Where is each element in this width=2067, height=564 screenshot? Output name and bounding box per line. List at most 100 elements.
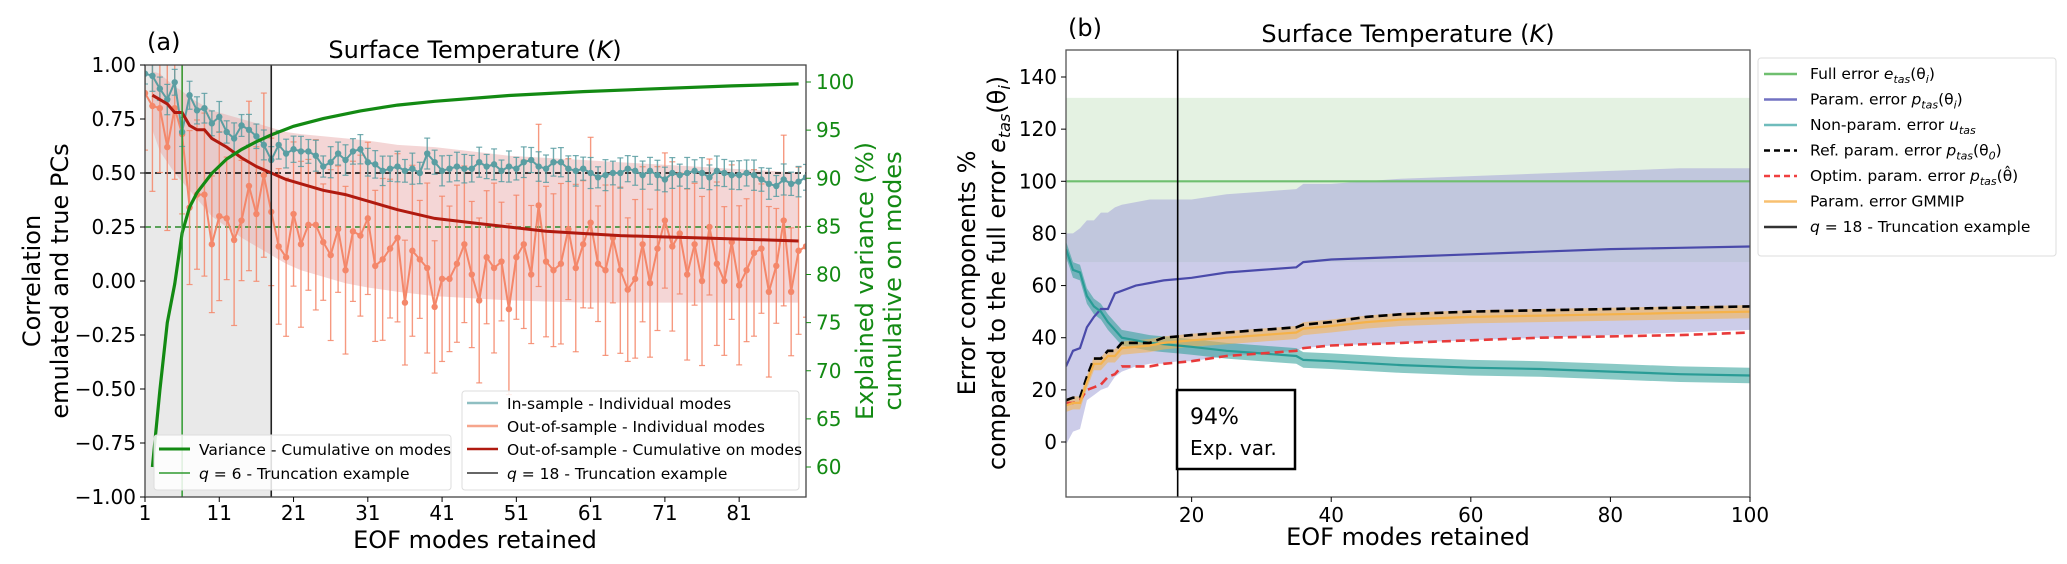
- outsample-individual-point: [773, 262, 780, 270]
- outsample-individual-point: [260, 171, 268, 179]
- panel-b-title: Surface Temperature (K): [1261, 20, 1554, 48]
- legend-label-insample: In-sample - Individual modes: [507, 395, 731, 413]
- insample-individual-point: [631, 167, 639, 175]
- outsample-individual-point: [594, 260, 602, 267]
- y-tick-label: 0.25: [91, 215, 136, 239]
- outsample-individual-point: [305, 221, 312, 229]
- insample-individual-point: [802, 174, 806, 181]
- insample-individual-point: [691, 167, 698, 175]
- panel-a-legend-right: In-sample - Individual modes Out-of-samp…: [461, 390, 802, 491]
- insample-individual-point: [431, 159, 438, 166]
- y-tick-label: 0: [1044, 430, 1057, 454]
- outsample-individual-point: [216, 213, 223, 220]
- insample-individual-point: [557, 159, 565, 166]
- outsample-individual-point: [654, 245, 661, 252]
- y-tick-label: 40: [1032, 326, 1057, 350]
- x-tick-label: 81: [726, 501, 751, 525]
- y-tick-label: −1.00: [75, 485, 136, 509]
- insample-individual-point: [513, 165, 520, 172]
- annotation-percent: 94%: [1190, 405, 1239, 430]
- outsample-individual-point: [728, 238, 735, 246]
- outsample-individual-point: [743, 267, 750, 274]
- insample-individual-point: [483, 163, 490, 170]
- legend-label-outsample-cumulative: Out-of-sample - Cumulative on modes: [507, 441, 802, 459]
- insample-individual-point: [145, 70, 149, 77]
- x-tick-label: 31: [355, 501, 380, 525]
- outsample-individual-point: [476, 297, 483, 304]
- param-error-band: [1066, 168, 1750, 445]
- insample-individual-point: [669, 169, 676, 177]
- insample-individual-point: [386, 165, 394, 172]
- insample-individual-point: [565, 165, 572, 172]
- outsample-individual-point: [780, 217, 787, 224]
- outsample-individual-point: [327, 251, 334, 259]
- insample-individual-point: [290, 146, 297, 153]
- y2-tick-label: 70: [816, 359, 841, 383]
- series-line-3: [1066, 305, 1750, 402]
- legend-label: Optim. param. error ptas(θ̂): [1810, 165, 2018, 188]
- insample-individual-point: [706, 174, 713, 181]
- outsample-individual-point: [572, 264, 579, 272]
- legend-label-part: ): [2012, 167, 2018, 185]
- x-tick-label: 41: [429, 501, 454, 525]
- outsample-individual-point: [579, 241, 587, 248]
- outsample-individual-point: [505, 305, 513, 313]
- series-uncertainty-band: [1066, 305, 1750, 412]
- insample-individual-point: [186, 92, 193, 99]
- y-tick-label: 0.50: [91, 161, 136, 185]
- outsample-individual-point: [453, 260, 461, 267]
- svg-text:emulated and true PCs: emulated and true PCs: [46, 143, 74, 418]
- legend-label-part: Param. error: [1810, 91, 1911, 109]
- insample-individual-point: [372, 161, 379, 168]
- legend-label: Ref. param. error ptas(θ0): [1810, 142, 2002, 163]
- outsample-individual-point: [550, 267, 557, 274]
- outsample-individual-point: [787, 288, 795, 295]
- outsample-individual-point: [145, 89, 149, 97]
- panel-a-y2label: Explained variance (%) cumulative on mod…: [851, 142, 907, 420]
- legend-label: Param. error ptas(θi): [1810, 91, 1963, 112]
- outsample-individual-point: [282, 254, 290, 261]
- insample-individual-point: [312, 152, 320, 159]
- insample-individual-point: [223, 128, 230, 136]
- insample-individual-point: [617, 169, 624, 177]
- legend-label-part: tas: [1921, 99, 1938, 112]
- outsample-individual-point: [372, 262, 379, 270]
- legend-label: Param. error GMMIP: [1810, 193, 1964, 211]
- outsample-individual-point: [416, 256, 423, 263]
- outsample-individual-point: [520, 241, 527, 248]
- outsample-individual-point: [676, 230, 683, 237]
- insample-individual-point: [193, 107, 201, 114]
- insample-individual-point: [438, 167, 446, 175]
- outsample-individual-point: [528, 271, 535, 278]
- outsample-individual-point: [253, 210, 260, 218]
- legend-label-part: (θ: [1938, 91, 1954, 109]
- outsample-individual-point: [587, 219, 594, 226]
- outsample-individual-point: [646, 279, 654, 287]
- insample-individual-point: [743, 169, 750, 177]
- y-tick-label: 80: [1032, 221, 1057, 245]
- outsample-individual-point: [631, 275, 639, 283]
- outsample-individual-point: [431, 303, 438, 311]
- legend-label-outsample: Out-of-sample - Individual modes: [507, 418, 765, 436]
- outsample-individual-point: [802, 243, 806, 250]
- insample-individual-point: [216, 113, 223, 121]
- insample-individual-point: [379, 167, 386, 175]
- insample-individual-point: [654, 171, 661, 179]
- outsample-individual-point: [669, 243, 676, 250]
- insample-individual-point: [461, 165, 468, 172]
- legend-label-variance: Variance - Cumulative on modes: [199, 441, 451, 459]
- insample-individual-point: [357, 146, 364, 153]
- outsample-individual-point: [483, 254, 490, 261]
- outsample-individual-point: [765, 288, 773, 295]
- insample-individual-point: [230, 135, 238, 142]
- insample-individual-point: [490, 161, 498, 168]
- insample-individual-point: [208, 120, 216, 127]
- legend-label-part: = 18 - Truncation example: [1820, 218, 2031, 236]
- svg-text:compared to the full error eta: compared to the full error etas(θi): [983, 76, 1014, 470]
- x-tick-label: 100: [1731, 503, 1769, 527]
- legend-label-part: Full error: [1810, 65, 1884, 83]
- insample-individual-point: [260, 141, 268, 149]
- legend-label-part: 0: [1989, 150, 1996, 163]
- panel-a-plot-area: [145, 65, 806, 497]
- insample-individual-point: [528, 156, 535, 164]
